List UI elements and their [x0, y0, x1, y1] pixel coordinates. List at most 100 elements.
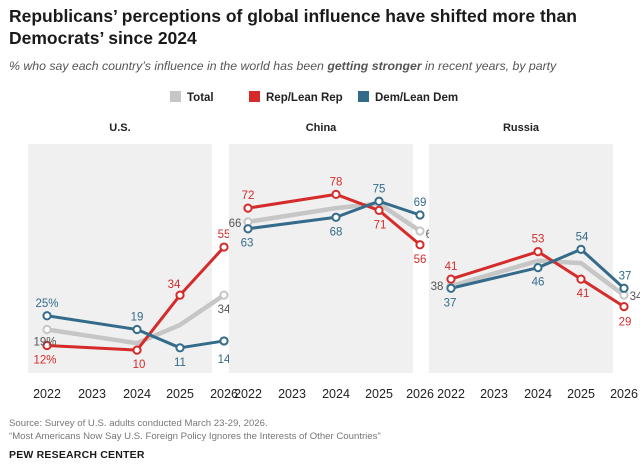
data-label-rep: 71: [374, 219, 387, 231]
data-point-total: [219, 290, 229, 300]
source-note: Source: Survey of U.S. adults conducted …: [9, 418, 268, 429]
data-point-dem: [446, 283, 456, 293]
data-label-dem: 19: [131, 311, 144, 323]
data-point-rep: [132, 345, 142, 355]
data-point-rep: [415, 240, 425, 250]
legend-swatch-rep: [249, 91, 260, 102]
data-label-rep: 72: [242, 190, 255, 202]
data-label-total: 19%: [33, 336, 56, 348]
data-point-rep: [374, 205, 384, 216]
data-point-rep: [446, 274, 456, 284]
chart-panels: U.S. 2022 2023 2024 2025 2026 19% 34 12% 10 34 55 25…: [28, 122, 640, 401]
legend-label-dem: Dem/Lean Dem: [375, 92, 459, 104]
data-point-total: [415, 226, 425, 236]
subtitle-text: % who say each country’s influence in th…: [9, 59, 328, 73]
report-title-note: “Most Americans Now Say U.S. Foreign Pol…: [9, 431, 381, 442]
series-line-rep: [449, 250, 626, 309]
data-point-rep: [42, 340, 52, 351]
data-label-rep: 41: [577, 288, 590, 300]
series-line-rep: [45, 245, 226, 352]
legend-item-rep: Rep/Lean Rep: [249, 91, 343, 104]
x-tick-label: 2024: [524, 387, 552, 401]
data-point-dem: [415, 210, 425, 220]
data-point-dem: [331, 212, 341, 222]
data-label-rep: 53: [532, 234, 545, 246]
data-point-dem: [175, 343, 185, 353]
data-label-rep: 10: [133, 359, 146, 371]
data-point-dem: [374, 196, 384, 206]
legend-item-dem: Dem/Lean Dem: [358, 91, 458, 104]
panel-russia: Russia 2022 2023 2024 2025 2026 38 34 41 53 41 29 37…: [429, 122, 640, 401]
x-tick-label: 2024: [322, 387, 350, 401]
data-point-rep: [175, 290, 185, 300]
series-line-dem: [449, 247, 626, 290]
legend-swatch-dem: [358, 91, 369, 102]
data-label-dem: 63: [241, 238, 254, 250]
x-tick-label: 2022: [437, 387, 465, 401]
x-tick-label: 2025: [365, 387, 393, 401]
data-label-dem: 75: [373, 183, 386, 195]
data-label-rep: 56: [414, 254, 427, 266]
data-label-dem: 37: [444, 297, 457, 309]
series-line-rep: [246, 192, 422, 247]
legend-item-total: Total: [170, 91, 214, 104]
data-point-total: [42, 324, 52, 335]
data-point-dem: [243, 224, 253, 234]
x-tick-label: 2022: [234, 387, 262, 401]
panel-us: U.S. 2022 2023 2024 2025 2026 19% 34 12% 10 34 55 25…: [28, 122, 238, 401]
pew-brand: PEW RESEARCH CENTER: [9, 449, 145, 461]
data-point-rep: [533, 247, 543, 257]
x-tick-label: 2023: [78, 387, 106, 401]
x-tick-label: 2023: [480, 387, 508, 401]
data-label-total: 34: [630, 291, 640, 303]
x-tick-label: 2026: [210, 387, 238, 401]
legend-label-total: Total: [187, 92, 214, 104]
data-point-dem: [576, 244, 586, 254]
x-tick-label: 2022: [33, 387, 61, 401]
panel-title: China: [306, 122, 337, 134]
chart-title: Republicans’ perceptions of global influ…: [9, 6, 577, 48]
legend: Total Rep/Lean Rep Dem/Lean Dem: [0, 91, 640, 107]
data-point-dem: [132, 324, 142, 335]
data-point-rep: [576, 274, 586, 284]
data-label-total: 66: [229, 218, 242, 230]
x-tick-label: 2026: [406, 387, 434, 401]
series-line-total: [245, 201, 423, 234]
data-label-dem: 69: [414, 197, 427, 209]
data-point-rep: [619, 301, 629, 312]
x-tick-label: 2024: [123, 387, 151, 401]
data-point-rep: [331, 189, 341, 199]
data-point-dem: [533, 263, 543, 273]
x-tick-label: 2025: [166, 387, 194, 401]
panel-background: [229, 144, 413, 373]
series-line-total: [448, 258, 627, 298]
chart-subtitle: % who say each country’s influence in th…: [9, 59, 629, 73]
legend-label-rep: Rep/Lean Rep: [266, 92, 343, 104]
data-label-total: 38: [431, 281, 444, 293]
data-label-total: 34: [218, 304, 231, 316]
x-tick-label: 2026: [610, 387, 638, 401]
series-line-total: [44, 292, 227, 346]
subtitle-emphasis: getting stronger: [327, 59, 422, 73]
data-label-rep: 34: [168, 279, 181, 291]
panel-title: U.S.: [109, 122, 130, 134]
data-label-rep: 12%: [33, 355, 56, 367]
panel-title: Russia: [503, 122, 540, 134]
subtitle-text-end: in recent years, by party: [421, 59, 557, 73]
data-point-rep: [219, 242, 229, 252]
data-label-dem: 54: [576, 231, 589, 243]
x-tick-label: 2023: [278, 387, 306, 401]
panel-china: China20222023202420252026666272787156636…: [229, 122, 439, 401]
data-point-rep: [243, 203, 253, 213]
data-label-dem: 46: [532, 277, 545, 289]
data-point-dem: [219, 336, 229, 346]
series-line-dem: [246, 199, 422, 231]
data-label-dem: 25%: [35, 298, 58, 310]
data-label-rep: 78: [330, 176, 343, 188]
data-label-dem: 68: [330, 226, 343, 238]
x-tick-label: 2025: [567, 387, 595, 401]
data-point-dem: [619, 283, 629, 293]
data-label-rep: 29: [619, 317, 632, 329]
data-label-rep: 55: [218, 229, 231, 241]
data-point-dem: [42, 311, 52, 321]
